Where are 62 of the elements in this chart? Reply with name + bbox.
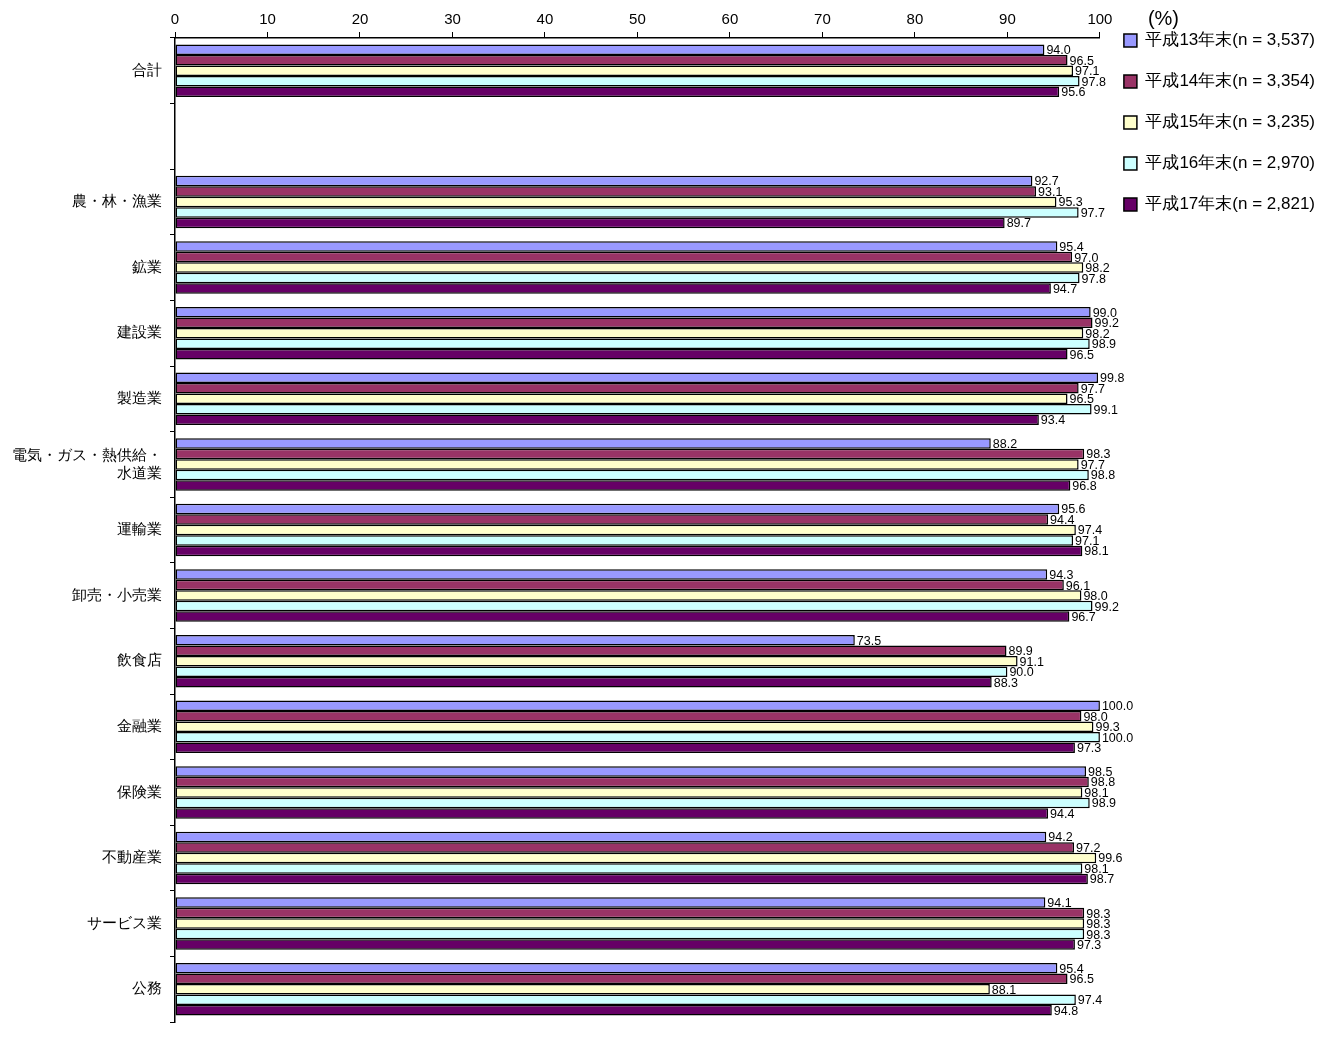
data-label: 97.3	[1076, 938, 1102, 953]
data-label: 96.5	[1069, 972, 1094, 987]
data-label: 100.0	[1101, 730, 1134, 745]
data-label: 97.2	[1076, 840, 1101, 855]
data-label: 97.4	[1077, 993, 1103, 1008]
data-label: 94.2	[1048, 830, 1073, 845]
y-tick-label: 不動産業	[102, 848, 162, 866]
data-label: 94.0	[1046, 43, 1071, 58]
x-tick-label: 100	[1087, 10, 1113, 28]
data-label: 88.2	[992, 436, 1018, 451]
data-label: 97.3	[1076, 741, 1102, 756]
y-tick-label: 製造業	[117, 388, 162, 406]
data-label: 98.9	[1091, 796, 1117, 811]
x-tick-label: 50	[629, 10, 646, 28]
data-label: 73.5	[856, 633, 882, 648]
data-label: 94.4	[1050, 512, 1075, 527]
y-tick-label: 保険業	[117, 782, 162, 800]
data-label: 89.7	[1006, 216, 1032, 231]
y-tick-label: 飲食店	[117, 651, 162, 669]
legend-label: 平成13年末(n = 3,537)	[1145, 30, 1316, 50]
y-tick-label: 農・林・漁業	[72, 192, 162, 210]
x-tick-label: 0	[170, 10, 180, 28]
data-label: 96.7	[1071, 610, 1096, 625]
data-label: 94.4	[1050, 806, 1075, 821]
data-label: 93.1	[1038, 184, 1063, 199]
data-label: 94.1	[1047, 896, 1072, 911]
data-label: 96.5	[1069, 392, 1094, 407]
y-tick-label: 金融業	[117, 716, 162, 734]
x-tick-label: 80	[906, 10, 924, 28]
data-label: 95.6	[1061, 85, 1086, 100]
data-label: 97.7	[1080, 205, 1105, 220]
data-label: 94.8	[1053, 1003, 1079, 1018]
x-tick-label: 60	[721, 10, 739, 28]
y-tick-label: 公務	[132, 979, 162, 997]
y-tick-label: 電気・ガス・熱供給・水道業	[12, 445, 162, 481]
data-label: 99.2	[1094, 599, 1119, 614]
y-tick-label: 鉱業	[132, 257, 162, 275]
data-label: 96.5	[1069, 347, 1094, 362]
data-label: 88.3	[993, 675, 1019, 690]
data-label: 94.7	[1052, 282, 1078, 297]
data-label: 99.1	[1093, 402, 1118, 417]
y-tick-label: 運輸業	[117, 520, 162, 538]
y-tick-label: 合計	[132, 60, 162, 78]
x-tick-label: 40	[536, 10, 554, 28]
x-tick-label: 30	[444, 10, 461, 28]
data-label: 98.9	[1091, 337, 1117, 352]
x-tick-label: 90	[999, 10, 1016, 28]
legend-label: 平成15年末(n = 3,235)	[1145, 112, 1316, 132]
y-tick-label: 卸売・小売業	[72, 585, 162, 603]
legend-label: 平成17年末(n = 2,821)	[1145, 194, 1316, 214]
x-tick-label: 20	[351, 10, 369, 28]
legend-label: 平成16年末(n = 2,970)	[1145, 153, 1316, 173]
y-tick-label: サービス業	[87, 913, 162, 931]
y-tick-label: 建設業	[116, 323, 162, 341]
x-tick-label: 70	[814, 10, 831, 28]
data-label: 96.8	[1072, 478, 1097, 493]
x-axis-title: (%)	[1147, 6, 1180, 29]
data-label: 88.1	[991, 982, 1017, 997]
x-tick-label: 10	[259, 10, 276, 28]
legend-label: 平成14年末(n = 3,354)	[1145, 71, 1316, 91]
data-label: 93.4	[1040, 413, 1066, 428]
data-label: 97.8	[1081, 271, 1106, 286]
